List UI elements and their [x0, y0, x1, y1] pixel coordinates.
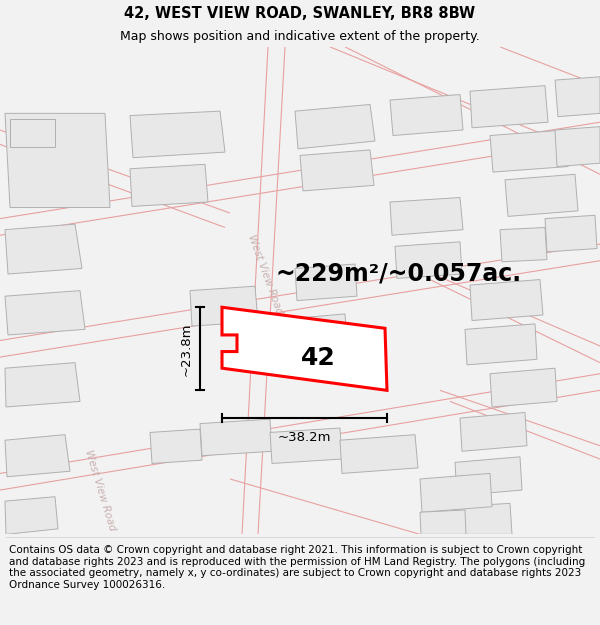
- Polygon shape: [420, 510, 466, 534]
- Polygon shape: [222, 308, 387, 391]
- Polygon shape: [5, 113, 110, 208]
- Text: West View Road: West View Road: [246, 232, 284, 315]
- Polygon shape: [420, 474, 492, 512]
- Polygon shape: [5, 434, 70, 477]
- Polygon shape: [545, 215, 597, 252]
- Polygon shape: [295, 314, 347, 348]
- Polygon shape: [555, 127, 600, 166]
- Polygon shape: [470, 279, 543, 321]
- Polygon shape: [505, 174, 578, 216]
- Text: ~38.2m: ~38.2m: [278, 431, 331, 444]
- Polygon shape: [470, 86, 548, 127]
- Polygon shape: [5, 362, 80, 407]
- Polygon shape: [340, 434, 418, 474]
- Polygon shape: [130, 164, 208, 206]
- Polygon shape: [465, 324, 537, 365]
- Polygon shape: [390, 198, 463, 235]
- Polygon shape: [130, 111, 225, 158]
- Text: ~229m²/~0.057ac.: ~229m²/~0.057ac.: [275, 261, 521, 285]
- Polygon shape: [295, 104, 375, 149]
- Polygon shape: [490, 368, 557, 407]
- Polygon shape: [295, 264, 357, 301]
- Polygon shape: [150, 429, 202, 464]
- Polygon shape: [270, 428, 342, 464]
- Polygon shape: [500, 228, 547, 262]
- Polygon shape: [5, 224, 82, 274]
- Polygon shape: [555, 77, 600, 117]
- Polygon shape: [200, 419, 272, 456]
- Polygon shape: [10, 119, 55, 147]
- Text: ~23.8m: ~23.8m: [180, 322, 193, 376]
- Polygon shape: [5, 497, 58, 534]
- Text: West View Road: West View Road: [83, 448, 117, 532]
- Text: Map shows position and indicative extent of the property.: Map shows position and indicative extent…: [120, 30, 480, 43]
- Polygon shape: [390, 94, 463, 136]
- Polygon shape: [190, 286, 258, 326]
- Text: Contains OS data © Crown copyright and database right 2021. This information is : Contains OS data © Crown copyright and d…: [9, 545, 585, 590]
- Polygon shape: [460, 412, 527, 451]
- Text: 42, WEST VIEW ROAD, SWANLEY, BR8 8BW: 42, WEST VIEW ROAD, SWANLEY, BR8 8BW: [124, 6, 476, 21]
- Polygon shape: [455, 457, 522, 496]
- Polygon shape: [5, 291, 85, 335]
- Polygon shape: [300, 150, 374, 191]
- Text: 42: 42: [301, 346, 335, 370]
- Polygon shape: [490, 130, 568, 172]
- Polygon shape: [455, 503, 512, 534]
- Polygon shape: [395, 242, 462, 279]
